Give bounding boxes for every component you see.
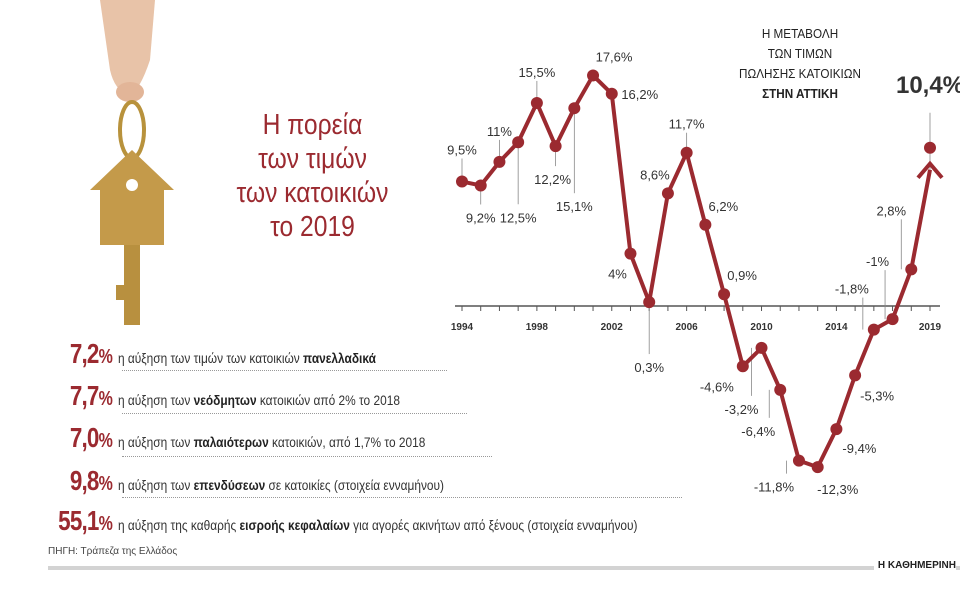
headline: Η πορεία των τιμών των κατοικιών το 2019 bbox=[217, 108, 408, 244]
data-label: -4,6% bbox=[700, 379, 734, 394]
stat-value: 9,8% bbox=[69, 465, 113, 496]
data-point bbox=[755, 341, 768, 354]
data-label: -1,8% bbox=[835, 282, 869, 297]
data-label: 17,6% bbox=[596, 49, 633, 64]
data-label: -12,3% bbox=[817, 482, 859, 497]
data-label: 10,4% bbox=[896, 72, 960, 99]
data-point bbox=[587, 69, 600, 82]
data-label: -6,4% bbox=[741, 424, 775, 439]
data-point bbox=[830, 423, 843, 436]
x-tick-label: 2014 bbox=[825, 322, 848, 333]
hand-key-illustration bbox=[90, 0, 174, 325]
stat-row: 9,8% η αύξηση των επενδύσεων σε κατοικίες… bbox=[0, 465, 502, 496]
data-point bbox=[624, 247, 637, 260]
data-label: 6,2% bbox=[709, 199, 739, 214]
data-point bbox=[886, 313, 899, 326]
stat-description: η αύξηση της καθαρής εισροής κεφαλαίων γ… bbox=[118, 517, 638, 533]
stat-value: 55,1% bbox=[58, 505, 113, 536]
stat-row: 55,1% η αύξηση της καθαρής εισροής κεφαλα… bbox=[0, 505, 729, 536]
x-tick-label: 2006 bbox=[676, 322, 699, 333]
arrow-head-icon bbox=[916, 160, 944, 180]
data-label: -5,3% bbox=[860, 388, 894, 403]
data-point bbox=[774, 383, 787, 396]
data-point bbox=[456, 175, 468, 188]
brand-logo: Η ΚΑΘΗΜΕΡΙΝΗ bbox=[873, 560, 956, 571]
data-label: -3,2% bbox=[725, 402, 759, 417]
stat-description: η αύξηση των επενδύσεων σε κατοικίες (στ… bbox=[118, 477, 445, 493]
data-point bbox=[643, 296, 656, 309]
data-point bbox=[605, 87, 618, 100]
dotted-divider bbox=[122, 370, 447, 371]
stat-row: 7,0% η αύξηση των παλαιότερων κατοικιών, … bbox=[0, 422, 480, 453]
data-label: 8,6% bbox=[640, 167, 670, 182]
data-point bbox=[530, 96, 543, 109]
x-tick-label: 1998 bbox=[526, 322, 549, 333]
data-point bbox=[568, 102, 581, 115]
data-point bbox=[924, 141, 936, 154]
data-point bbox=[549, 140, 562, 153]
data-label: 12,5% bbox=[500, 210, 537, 225]
data-label: -11,8% bbox=[754, 480, 795, 495]
chart-title-line: ΠΩΛΗΣΗΣ ΚΑΤΟΙΚΙΩΝ bbox=[739, 66, 861, 81]
stat-value: 7,2% bbox=[69, 338, 113, 369]
x-tick-label: 2019 bbox=[919, 322, 942, 333]
stat-description: η αύξηση των τιμών των κατοικιών πανελλα… bbox=[118, 350, 376, 366]
dotted-divider bbox=[122, 413, 467, 414]
source-note: ΠΗΓΗ: Τράπεζα της Ελλάδος bbox=[48, 546, 178, 557]
data-point bbox=[680, 146, 693, 159]
data-label: 0,3% bbox=[634, 360, 664, 375]
data-label: 12,2% bbox=[534, 172, 571, 187]
data-point bbox=[699, 218, 712, 231]
stat-row: 7,7% η αύξηση των νεόδμητων κατοικιών από… bbox=[0, 380, 450, 411]
data-label: 11% bbox=[487, 124, 512, 139]
series-line bbox=[461, 73, 932, 470]
data-label: 15,1% bbox=[556, 199, 593, 214]
data-label: 16,2% bbox=[621, 87, 658, 102]
data-point bbox=[811, 461, 824, 474]
stat-description: η αύξηση των νεόδμητων κατοικιών από 2% … bbox=[118, 392, 400, 408]
chart-title-line: Η ΜΕΤΑΒΟΛΗ bbox=[761, 26, 839, 41]
stat-description: η αύξηση των παλαιότερων κατοικιών, από … bbox=[118, 434, 426, 450]
headline-line: Η πορεία bbox=[262, 109, 363, 141]
chart-title-line: ΤΩΝ ΤΙΜΩΝ bbox=[767, 46, 833, 61]
data-point bbox=[867, 323, 880, 336]
data-label: 9,2% bbox=[466, 210, 496, 225]
data-label: -1% bbox=[866, 254, 890, 269]
data-point bbox=[792, 454, 805, 467]
x-tick-label: 2010 bbox=[750, 322, 773, 333]
data-label: 4% bbox=[608, 267, 627, 282]
headline-line: το 2019 bbox=[270, 211, 355, 243]
x-tick-label: 1994 bbox=[451, 322, 474, 333]
data-point bbox=[512, 136, 525, 149]
data-label: 2,8% bbox=[876, 203, 906, 218]
data-point bbox=[661, 187, 674, 200]
data-label: 0,9% bbox=[727, 268, 757, 283]
data-label: 15,5% bbox=[518, 65, 555, 80]
data-point bbox=[493, 155, 506, 168]
x-tick-label: 2002 bbox=[601, 322, 624, 333]
stat-value: 7,0% bbox=[69, 422, 113, 453]
dotted-divider bbox=[122, 456, 492, 457]
divider bbox=[48, 566, 960, 570]
data-point bbox=[849, 369, 862, 382]
chart-title-line: ΣΤΗΝ ΑΤΤΙΚΗ bbox=[762, 86, 838, 101]
data-label: -9,4% bbox=[842, 441, 876, 456]
data-label: 9,5% bbox=[447, 143, 477, 158]
dotted-divider bbox=[122, 497, 682, 498]
headline-line: των τιμών bbox=[258, 143, 367, 175]
data-point bbox=[736, 360, 749, 373]
stat-value: 7,7% bbox=[69, 380, 113, 411]
data-point bbox=[718, 288, 731, 301]
data-point bbox=[474, 179, 487, 192]
data-point bbox=[905, 263, 918, 276]
data-label: 11,7% bbox=[669, 117, 705, 132]
stat-row: 7,2% η αύξηση των τιμών των κατοικιών παν… bbox=[0, 338, 421, 369]
headline-line: των κατοικιών bbox=[236, 177, 389, 209]
chart-title: Η ΜΕΤΑΒΟΛΗ ΤΩΝ ΤΙΜΩΝ ΠΩΛΗΣΗΣ ΚΑΤΟΙΚΙΩΝ Σ… bbox=[710, 24, 890, 104]
